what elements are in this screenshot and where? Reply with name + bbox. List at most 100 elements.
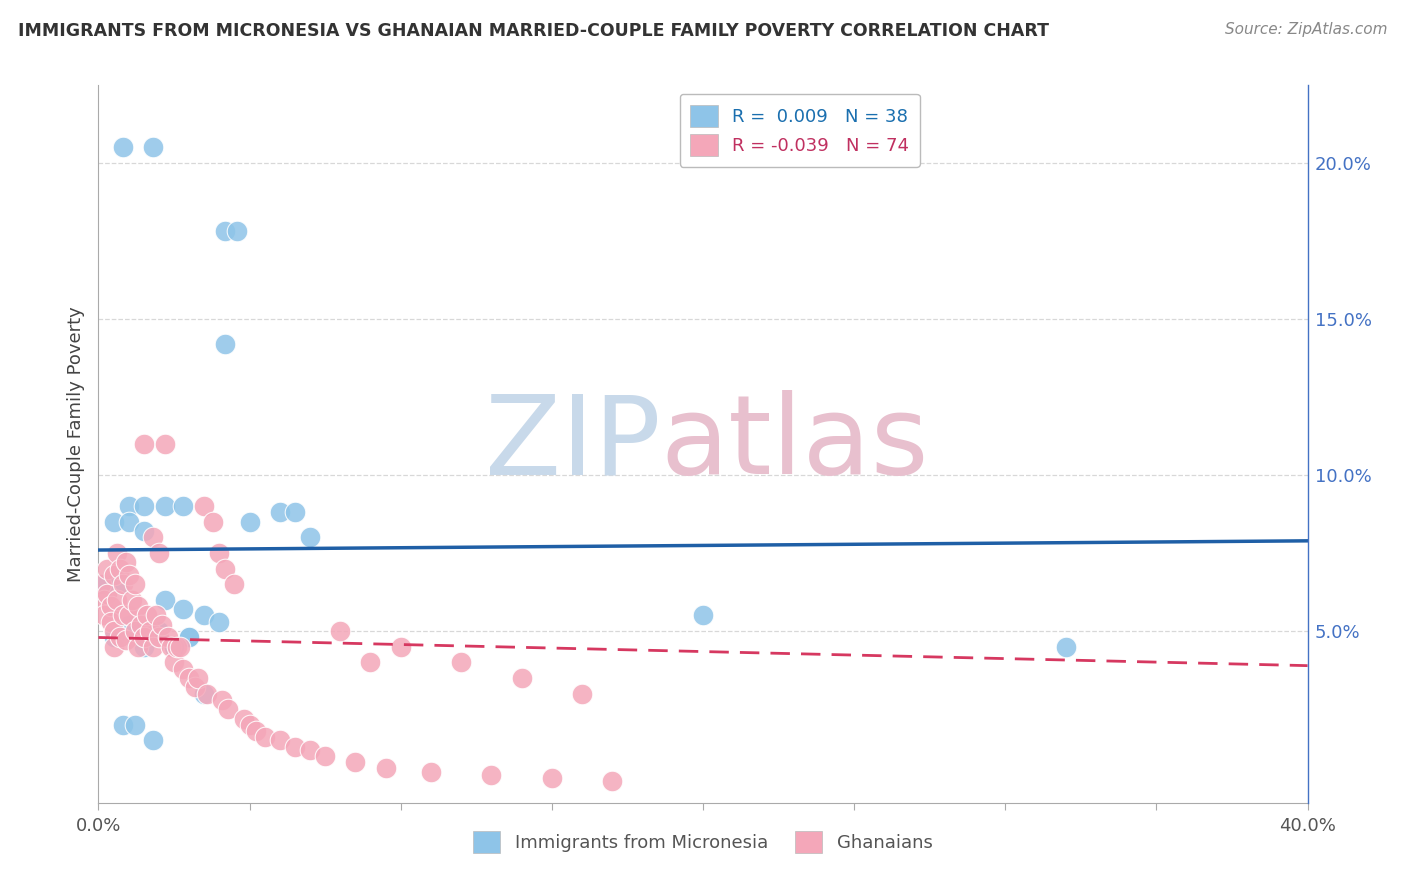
Point: [169, 640, 191, 654]
Point: [214, 562, 236, 576]
Point: [284, 505, 307, 519]
Point: [193, 687, 215, 701]
Point: [129, 617, 152, 632]
Point: [389, 640, 412, 654]
Point: [142, 733, 165, 747]
Point: [114, 633, 136, 648]
Point: [172, 602, 194, 616]
Point: [202, 515, 225, 529]
Point: [450, 655, 472, 669]
Point: [299, 742, 322, 756]
Point: [114, 555, 136, 570]
Point: [329, 624, 352, 639]
Point: [118, 617, 141, 632]
Point: [195, 687, 218, 701]
Point: [184, 681, 207, 695]
Point: [269, 733, 291, 747]
Point: [96, 577, 118, 591]
Point: [90, 577, 112, 591]
Point: [232, 712, 254, 726]
Point: [344, 755, 367, 769]
Text: atlas: atlas: [661, 391, 929, 497]
Point: [226, 225, 249, 239]
Point: [132, 630, 155, 644]
Point: [179, 630, 201, 644]
Point: [103, 568, 125, 582]
Point: [153, 592, 176, 607]
Point: [239, 515, 262, 529]
Point: [96, 587, 118, 601]
Point: [163, 640, 186, 654]
Point: [127, 640, 149, 654]
Point: [132, 640, 155, 654]
Point: [163, 655, 186, 669]
Point: [217, 702, 239, 716]
Point: [179, 630, 201, 644]
Point: [124, 624, 146, 639]
Point: [142, 530, 165, 544]
Point: [105, 546, 128, 560]
Point: [100, 615, 122, 629]
Point: [111, 577, 134, 591]
Point: [139, 624, 162, 639]
Point: [142, 640, 165, 654]
Point: [153, 436, 176, 450]
Point: [166, 640, 188, 654]
Text: ZIP: ZIP: [485, 391, 661, 497]
Point: [103, 515, 125, 529]
Point: [245, 724, 267, 739]
Point: [214, 225, 236, 239]
Point: [510, 671, 533, 685]
Point: [118, 568, 141, 582]
Point: [111, 717, 134, 731]
Text: IMMIGRANTS FROM MICRONESIA VS GHANAIAN MARRIED-COUPLE FAMILY POVERTY CORRELATION: IMMIGRANTS FROM MICRONESIA VS GHANAIAN M…: [18, 22, 1049, 40]
Point: [420, 764, 443, 779]
Point: [1054, 640, 1077, 654]
Point: [100, 599, 122, 614]
Point: [163, 640, 186, 654]
Point: [108, 562, 131, 576]
Point: [156, 630, 179, 644]
Point: [118, 515, 141, 529]
Text: Source: ZipAtlas.com: Source: ZipAtlas.com: [1225, 22, 1388, 37]
Point: [124, 577, 146, 591]
Point: [481, 767, 503, 781]
Point: [111, 608, 134, 623]
Point: [160, 640, 183, 654]
Point: [208, 546, 231, 560]
Point: [96, 562, 118, 576]
Point: [148, 546, 170, 560]
Point: [214, 337, 236, 351]
Point: [153, 500, 176, 514]
Point: [269, 505, 291, 519]
Point: [135, 608, 157, 623]
Point: [105, 592, 128, 607]
Point: [299, 530, 322, 544]
Point: [571, 687, 593, 701]
Point: [127, 599, 149, 614]
Point: [208, 615, 231, 629]
Point: [93, 592, 115, 607]
Point: [179, 671, 201, 685]
Point: [239, 717, 262, 731]
Point: [132, 500, 155, 514]
Point: [132, 436, 155, 450]
Legend: Immigrants from Micronesia, Ghanaians: Immigrants from Micronesia, Ghanaians: [464, 822, 942, 862]
Point: [224, 577, 246, 591]
Point: [103, 624, 125, 639]
Point: [374, 762, 396, 776]
Point: [108, 630, 131, 644]
Point: [172, 662, 194, 676]
Point: [93, 577, 115, 591]
Point: [150, 617, 173, 632]
Point: [193, 608, 215, 623]
Point: [692, 608, 714, 623]
Point: [148, 624, 170, 639]
Point: [253, 730, 276, 744]
Point: [145, 608, 167, 623]
Point: [211, 692, 233, 706]
Point: [118, 500, 141, 514]
Y-axis label: Married-Couple Family Poverty: Married-Couple Family Poverty: [66, 306, 84, 582]
Point: [124, 717, 146, 731]
Point: [193, 500, 215, 514]
